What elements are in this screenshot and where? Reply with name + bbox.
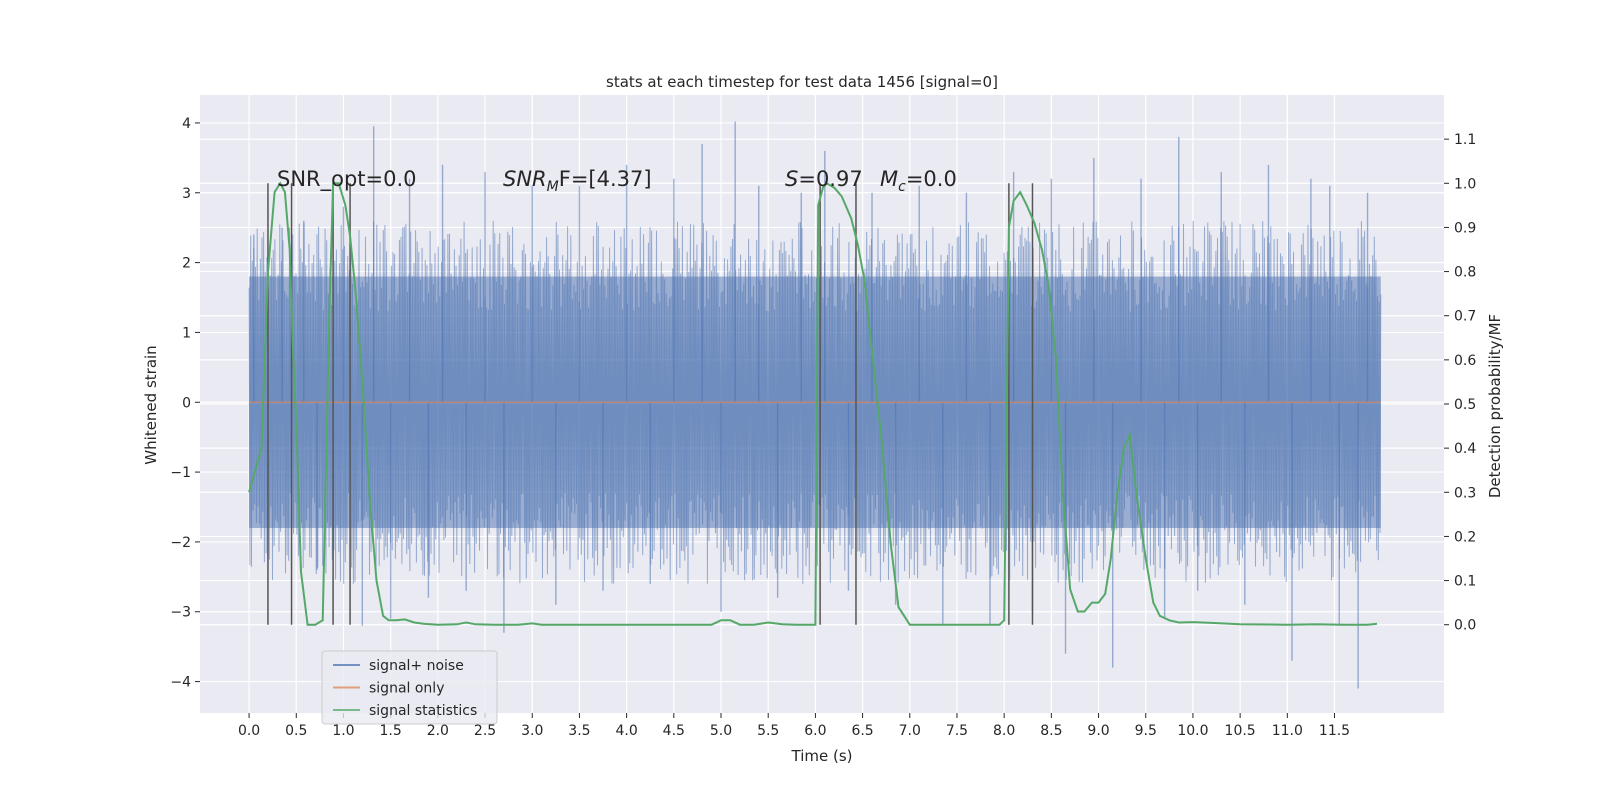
x-tick-label: 8.0 <box>993 723 1015 739</box>
y-tick-label: −2 <box>170 535 191 551</box>
annotation-mc: Mc=0.0 <box>880 167 957 195</box>
y2-tick-label: 1.0 <box>1454 176 1476 192</box>
x-tick-label: 2.5 <box>474 723 496 739</box>
x-tick-label: 1.0 <box>332 723 354 739</box>
y-axis-label: Whitened strain <box>142 345 160 464</box>
x-tick-label: 10.0 <box>1177 723 1208 739</box>
y2-axis-ticks: 1.1 1.0 0.9 0.8 0.7 0.6 0.5 0.4 0.3 0.2 0.1 0.0 <box>1444 132 1476 634</box>
x-tick-label: 9.0 <box>1087 723 1109 739</box>
y-tick-label: 0 <box>182 395 191 411</box>
x-tick-label: 2.0 <box>427 723 449 739</box>
annotations: SNR_opt=0.0 SNRMF=[4.37] S=0.97 Mc=0.0 <box>277 167 957 195</box>
x-tick-label: 7.0 <box>899 723 921 739</box>
x-axis-ticks: 0.0 0.5 1.0 1.5 2.0 2.5 3.0 3.5 4.0 4.5 5.0 5.5 6.0 6… <box>238 713 1350 739</box>
x-tick-label: 6.0 <box>804 723 826 739</box>
legend-frame <box>321 650 498 725</box>
x-tick-label: 5.5 <box>757 723 779 739</box>
y2-tick-label: 0.4 <box>1454 441 1476 457</box>
x-tick-label: 0.5 <box>285 723 307 739</box>
y2-tick-label: 0.2 <box>1454 529 1476 545</box>
x-tick-label: 0.0 <box>238 723 260 739</box>
x-tick-label: 10.5 <box>1225 723 1256 739</box>
y-tick-label: −4 <box>170 675 191 691</box>
x-tick-label: 4.0 <box>615 723 637 739</box>
y2-tick-label: 0.1 <box>1454 574 1476 590</box>
y2-tick-label: 0.6 <box>1454 353 1476 369</box>
legend-label: signal only <box>369 681 444 697</box>
x-tick-label: 7.5 <box>946 723 968 739</box>
legend-label: signal+ noise <box>369 658 464 674</box>
noise-trace <box>248 220 1382 584</box>
y2-tick-label: 1.1 <box>1454 132 1476 148</box>
series-signal-statistics <box>248 181 1378 626</box>
legend-label: signal statistics <box>369 703 477 719</box>
x-tick-label: 5.0 <box>710 723 732 739</box>
y2-tick-label: 0.5 <box>1454 397 1476 413</box>
x-tick-label: 8.5 <box>1040 723 1062 739</box>
x-tick-label: 4.5 <box>663 723 685 739</box>
y2-tick-label: 0.0 <box>1454 618 1476 634</box>
y-tick-label: −3 <box>170 605 191 621</box>
y2-tick-label: 0.8 <box>1454 265 1476 281</box>
y-axis-ticks: 4 3 2 1 0 −1 −2 −3 −4 <box>170 116 200 691</box>
annotation-snr-mf: SNRMF=[4.37] <box>503 167 652 195</box>
x-axis-label: Time (s) <box>791 747 853 765</box>
y2-axis-label: Detection probability/MF <box>1486 314 1504 498</box>
x-tick-label: 11.5 <box>1319 723 1350 739</box>
x-tick-label: 11.0 <box>1272 723 1303 739</box>
x-tick-label: 1.5 <box>380 723 402 739</box>
x-tick-label: 3.0 <box>521 723 543 739</box>
detection-markers <box>267 183 1034 625</box>
x-tick-label: 3.5 <box>568 723 590 739</box>
y-tick-label: 2 <box>182 256 191 272</box>
x-tick-label: 6.5 <box>851 723 873 739</box>
annotation-snr-opt: SNR_opt=0.0 <box>277 167 417 192</box>
y2-tick-label: 0.3 <box>1454 485 1476 501</box>
x-tick-label: 9.5 <box>1135 723 1157 739</box>
y2-tick-label: 0.7 <box>1454 309 1476 325</box>
legend: signal+ noise signal only signal statistic… <box>321 650 498 725</box>
y-tick-label: 1 <box>182 325 191 341</box>
chart-title: stats at each timestep for test data 145… <box>606 73 998 91</box>
annotation-s: S=0.97 <box>785 167 863 191</box>
y2-tick-label: 0.9 <box>1454 220 1476 236</box>
y-tick-label: 3 <box>182 186 191 202</box>
y-tick-label: −1 <box>170 465 191 481</box>
y-tick-label: 4 <box>182 116 191 132</box>
